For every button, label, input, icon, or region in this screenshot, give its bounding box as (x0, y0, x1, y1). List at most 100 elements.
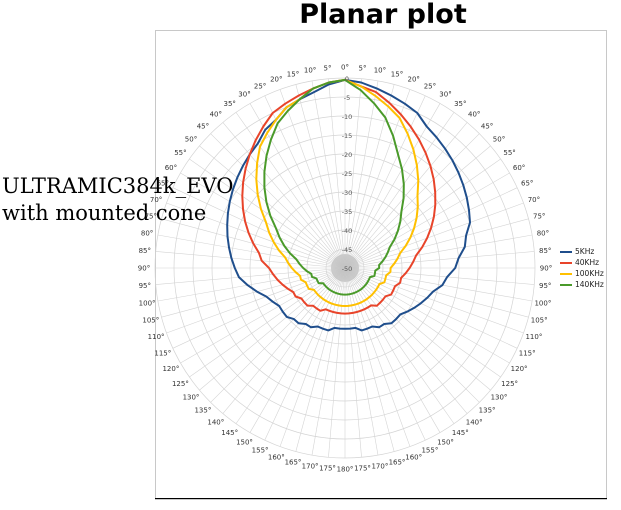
angle-label: 105° (142, 317, 159, 325)
angle-label: 70° (528, 196, 540, 204)
grid-spoke (344, 267, 379, 456)
grid-spoke (344, 267, 468, 414)
grid-spoke (344, 95, 426, 269)
grid-spoke (155, 267, 346, 285)
angle-label: 85° (139, 247, 151, 255)
grid-spoke (210, 267, 346, 403)
angle-label: 145° (452, 429, 469, 437)
angle-label: 165° (285, 459, 302, 467)
grid-spoke (235, 112, 346, 269)
grid-spoke (344, 267, 510, 364)
grid-spoke (311, 80, 346, 269)
grid-spoke (199, 145, 346, 269)
angle-label: 110° (148, 333, 165, 341)
grid-spoke (344, 267, 518, 349)
series-line (226, 78, 471, 332)
angle-label: 5° (359, 64, 367, 72)
angle-label: 35° (223, 100, 235, 108)
angle-label: 145° (221, 429, 238, 437)
grid-spoke (344, 251, 535, 269)
grid-spoke (279, 89, 346, 269)
legend-item: 100KHz (560, 268, 604, 279)
angle-label: 85° (539, 247, 551, 255)
angle-label: 60° (513, 164, 525, 172)
angle-label: 45° (197, 122, 209, 130)
angle-label: 100° (534, 299, 551, 307)
grid-spoke (344, 267, 411, 447)
angle-label: 150° (437, 439, 454, 447)
radial-tick-label: -15 (342, 132, 353, 140)
grid-spoke (249, 267, 346, 433)
grid-spoke (157, 267, 346, 302)
angle-label: 70° (150, 196, 162, 204)
legend-item: 5KHz (560, 246, 604, 257)
radial-tick-label: -45 (342, 246, 353, 254)
grid-spoke (344, 122, 468, 269)
grid-spoke (344, 267, 524, 334)
legend-swatch (560, 283, 572, 286)
angle-label: 140° (207, 419, 224, 427)
radial-tick-label: 0 (345, 75, 349, 83)
grid-spoke (344, 267, 491, 391)
grid-spoke (295, 267, 346, 452)
grid-spoke (344, 103, 441, 269)
grid-spoke (189, 267, 346, 378)
grid-spoke (155, 251, 346, 269)
angle-label: 35° (454, 100, 466, 108)
grid-spoke (249, 103, 346, 269)
legend-swatch (560, 261, 572, 264)
angle-label: 140° (466, 419, 483, 427)
radial-tick-label: -20 (342, 151, 353, 159)
grid-spoke (161, 267, 346, 318)
grid-spoke (344, 267, 501, 378)
chart-title: Planar plot (299, 0, 467, 30)
grid-spoke (264, 267, 346, 441)
angle-label: 25° (254, 82, 266, 90)
grid-spoke (344, 133, 480, 269)
grid-spoke (222, 122, 346, 269)
angle-label: 10° (304, 67, 316, 75)
legend-swatch (560, 272, 572, 275)
angle-label: 175° (354, 465, 371, 473)
angle-label: 30° (439, 90, 451, 98)
angle-label: 105° (531, 317, 548, 325)
grid-spoke (172, 267, 346, 349)
angle-label: 125° (501, 380, 518, 388)
angle-label: 170° (302, 462, 319, 470)
radial-tick-label: -25 (342, 170, 353, 178)
angle-label: 50° (185, 135, 197, 143)
angle-label: 160° (268, 453, 285, 461)
angle-label: 90° (540, 265, 552, 273)
grid-spoke (344, 78, 362, 269)
side-note-line2: with mounted cone (2, 201, 207, 225)
angle-label: 50° (493, 135, 505, 143)
legend-item: 40KHz (560, 257, 604, 268)
radial-tick-label: -40 (342, 227, 353, 235)
angle-label: 130° (491, 394, 508, 402)
grid-spoke (344, 267, 480, 403)
grid-spoke (180, 172, 346, 269)
angle-label: 15° (287, 70, 299, 78)
angle-label: 80° (141, 230, 153, 238)
legend-item: 140KHz (560, 279, 604, 290)
angle-label: 0° (341, 64, 349, 72)
grid-spoke (180, 267, 346, 364)
angle-label: 120° (511, 365, 528, 373)
angle-label: 15° (391, 70, 403, 78)
angle-label: 135° (479, 407, 496, 415)
angle-label: 60° (165, 164, 177, 172)
radial-tick-label: -30 (342, 189, 353, 197)
angle-label: 55° (174, 149, 186, 157)
angle-label: 80° (537, 230, 549, 238)
chart-legend: 5KHz 40KHz 100KHz 140KHz (560, 246, 604, 290)
angle-label: 120° (162, 365, 179, 373)
legend-label: 100KHz (575, 269, 604, 278)
angle-label: 40° (210, 111, 222, 119)
grid-spoke (344, 112, 455, 269)
grid-spoke (328, 78, 346, 269)
grid-spoke (311, 267, 346, 456)
angle-label: 155° (252, 447, 269, 455)
radial-tick-label: -10 (342, 113, 353, 121)
angle-label: 40° (468, 111, 480, 119)
